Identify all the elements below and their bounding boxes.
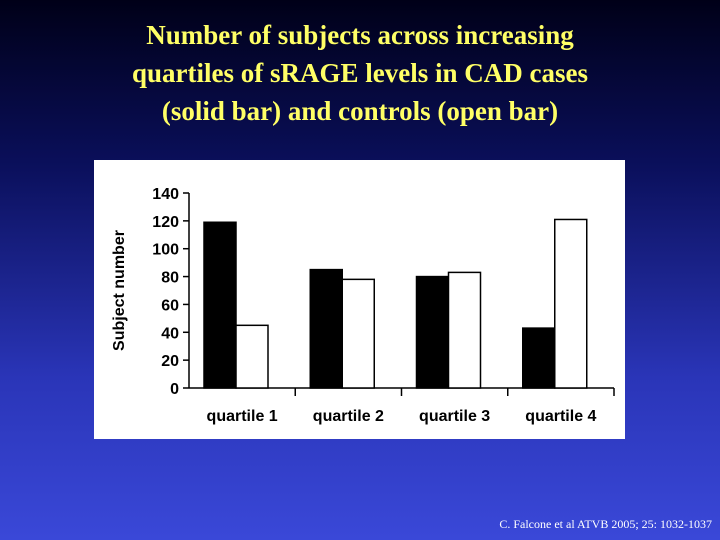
bar-controls-3 [447, 271, 482, 389]
bar-controls-4 [554, 218, 588, 389]
title-line-2: quartiles of sRAGE levels in CAD cases [132, 58, 588, 88]
bar-cases-1 [203, 221, 237, 389]
x-tick-label-2: quartile 2 [313, 408, 384, 425]
y-tick-label-80: 80 [161, 270, 179, 287]
slide-title: Number of subjects across increasing qua… [0, 16, 720, 130]
y-tick-label-0: 0 [170, 381, 179, 398]
bar-cases-2 [309, 268, 343, 389]
chart-panel: 0 20 40 60 80 100 120 140 Subject number quartile… [94, 160, 625, 439]
x-tick-label-4: quartile 4 [525, 408, 596, 425]
y-tick-label-60: 60 [161, 297, 179, 314]
bar-chart: 0 20 40 60 80 100 120 140 Subject number quartile… [111, 186, 615, 425]
y-tick-label-40: 40 [161, 325, 179, 342]
y-tick-label-120: 120 [152, 214, 179, 231]
bar-cases-4 [522, 327, 556, 389]
y-tick-label-140: 140 [152, 186, 179, 203]
title-line-3: (solid bar) and controls (open bar) [161, 96, 559, 126]
bar-controls-1 [235, 324, 269, 389]
x-tick-label-1: quartile 1 [207, 408, 278, 425]
y-axis-label: Subject number [111, 230, 128, 351]
title-line-1: Number of subjects across increasing [146, 20, 574, 50]
y-tick-label-20: 20 [161, 353, 179, 370]
y-tick-label-100: 100 [152, 242, 179, 259]
bar-cases-3 [415, 275, 450, 389]
citation: C. Falcone et al ATVB 2005; 25: 1032-103… [499, 517, 712, 531]
bar-controls-2 [341, 278, 375, 389]
x-tick-label-3: quartile 3 [419, 408, 490, 425]
